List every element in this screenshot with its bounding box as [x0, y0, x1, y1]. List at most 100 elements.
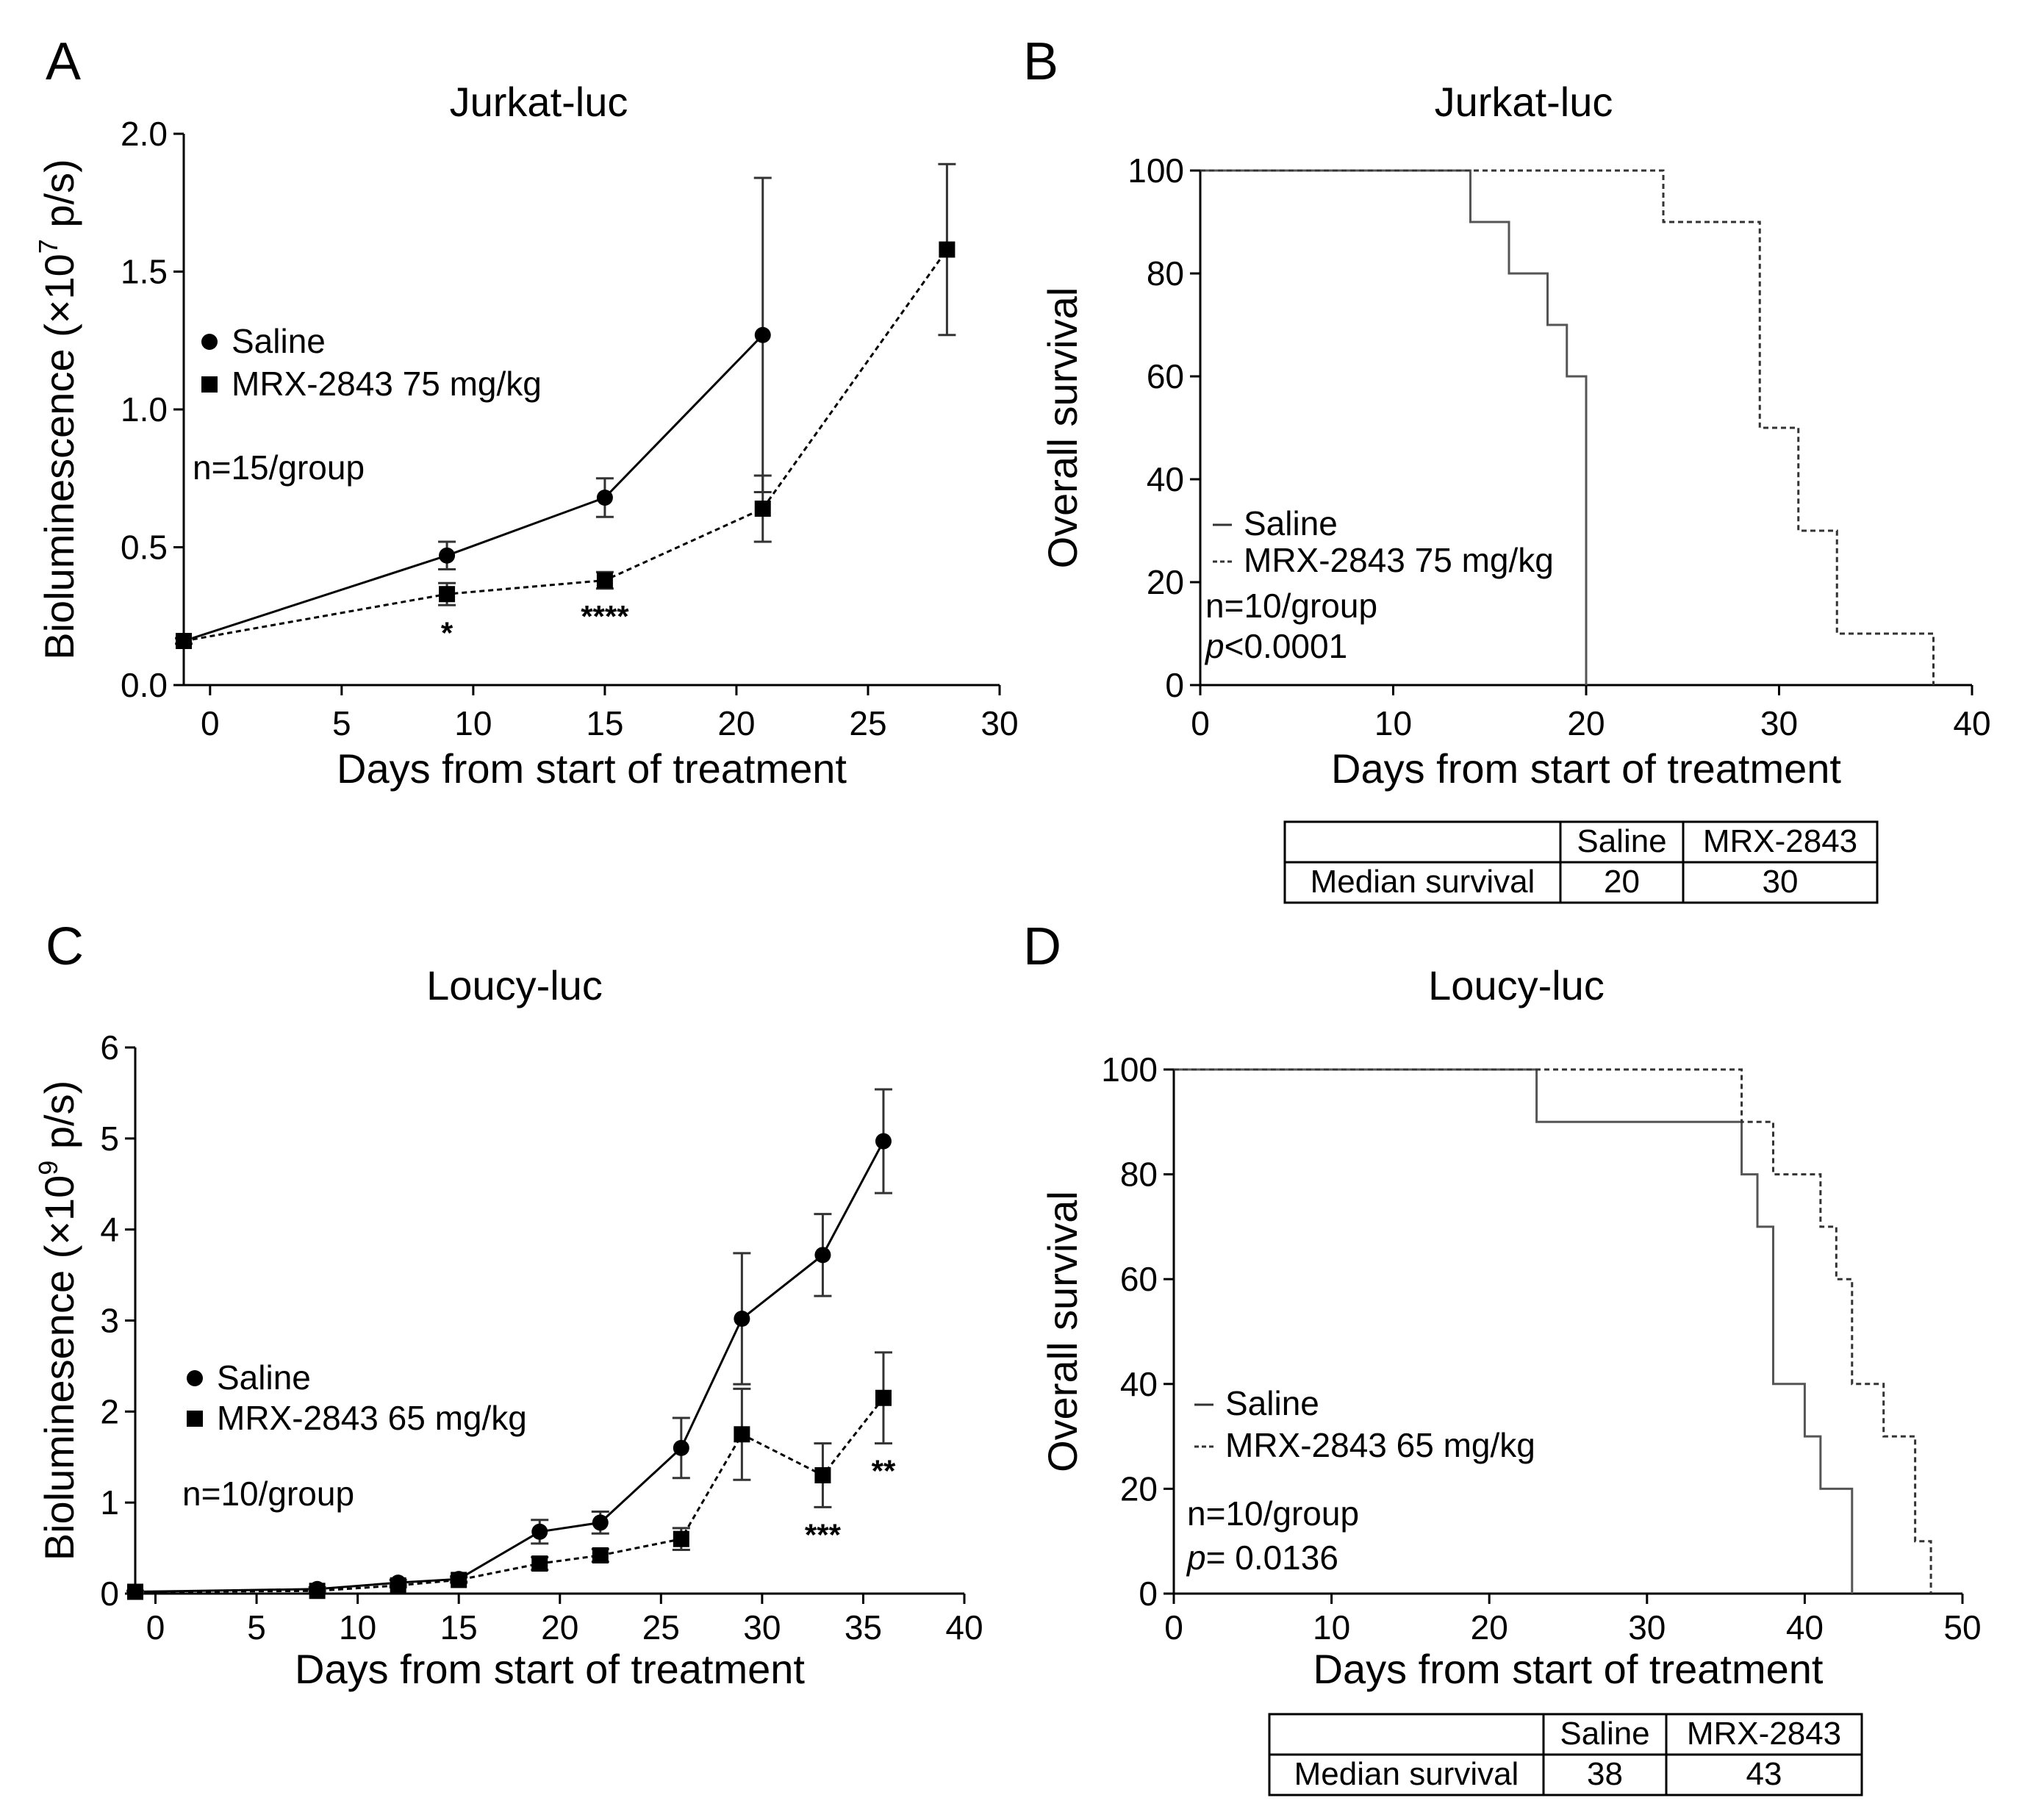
- x-tick-label: 0: [1191, 704, 1210, 742]
- sample-size-note: n=10/group: [182, 1475, 354, 1513]
- y-tick-label: 1: [100, 1483, 119, 1522]
- table-row-label: Median survival: [1294, 1756, 1519, 1792]
- y-tick-label: 0: [100, 1574, 119, 1613]
- significance-marker: ***: [805, 1517, 842, 1552]
- y-tick-label: 2.0: [121, 115, 168, 153]
- series-line-mrx2843: [183, 248, 948, 642]
- series-line-saline: [183, 334, 764, 642]
- data-point-mrx2843: [439, 586, 456, 603]
- data-point-saline: [814, 1247, 831, 1264]
- table-value-saline: 20: [1604, 864, 1640, 900]
- y-axis-label-suffix: p/s): [36, 159, 82, 239]
- table-header-mrx2843: MRX-2843: [1687, 1716, 1841, 1752]
- legend-label: Saline: [217, 1358, 311, 1397]
- data-point-saline: [754, 326, 771, 343]
- y-axis-label-prefix: Bioluminesence (×10: [36, 1175, 82, 1561]
- x-tick-label: 30: [743, 1608, 781, 1647]
- table-value-mrx2843: 30: [1763, 864, 1799, 900]
- y-tick-label: 1.0: [121, 390, 168, 429]
- x-axis-label: Days from start of treatment: [295, 1646, 805, 1692]
- x-tick-label: 10: [1374, 704, 1412, 742]
- data-point-saline: [596, 490, 613, 506]
- y-tick-label: 20: [1147, 563, 1184, 601]
- data-point-mrx2843: [734, 1426, 750, 1443]
- data-point-mrx2843: [592, 1547, 609, 1563]
- y-tick-label: 40: [1147, 460, 1184, 498]
- x-tick-label: 50: [1943, 1608, 1981, 1647]
- survival-line-mrx2843: [1200, 169, 1935, 685]
- data-point-saline: [673, 1439, 689, 1456]
- y-axis-label-exponent: 7: [33, 239, 63, 254]
- chart-title: Jurkat-luc: [1435, 79, 1613, 125]
- panel-letter: C: [46, 917, 84, 976]
- x-tick-label: 30: [1760, 704, 1798, 742]
- x-tick-label: 30: [980, 704, 1018, 742]
- legend-label: MRX-2843 65 mg/kg: [1225, 1426, 1535, 1464]
- table-value-saline: 38: [1587, 1756, 1623, 1792]
- chart-title: Jurkat-luc: [450, 79, 628, 125]
- x-axis-label: Days from start of treatment: [337, 745, 847, 792]
- p-value-text: <0.0001: [1225, 627, 1348, 665]
- y-axis-label-exponent: 9: [33, 1161, 63, 1175]
- x-tick-label: 0: [1164, 1608, 1183, 1647]
- y-tick-label: 60: [1120, 1260, 1158, 1298]
- data-point-saline: [439, 547, 456, 564]
- y-axis-label: Overall survival: [1039, 1191, 1086, 1472]
- data-point-mrx2843: [596, 572, 613, 589]
- chart-panel-A: A Jurkat-luc 0 5 10 15 20 25 30 0.0 0.5 1.0 1.5 2.0 Da…: [33, 32, 1019, 792]
- x-tick-label: 15: [440, 1608, 478, 1647]
- x-axis-label: Days from start of treatment: [1331, 745, 1841, 792]
- y-tick-label: 6: [100, 1028, 119, 1067]
- data-point-mrx2843: [531, 1555, 548, 1572]
- median-survival-table: Saline MRX-2843 Median survival 38 43: [1268, 1713, 1863, 1796]
- legend-marker-square: [187, 1411, 203, 1427]
- x-tick-label: 5: [332, 704, 351, 742]
- y-tick-label: 3: [100, 1302, 119, 1340]
- x-tick-label: 15: [586, 704, 623, 742]
- y-axis-label: Bioluminesence (×109 p/s): [33, 1081, 82, 1561]
- table-value-mrx2843: 43: [1746, 1756, 1782, 1792]
- x-tick-label: 25: [849, 704, 886, 742]
- x-tick-label: 35: [845, 1608, 882, 1647]
- x-axis-label: Days from start of treatment: [1313, 1646, 1824, 1692]
- x-tick-label: 20: [541, 1608, 578, 1647]
- survival-line-saline: [1174, 1068, 1854, 1594]
- legend-label: MRX-2843 65 mg/kg: [217, 1399, 527, 1437]
- significance-marker: ****: [581, 599, 629, 634]
- y-tick-label: 60: [1147, 357, 1184, 395]
- y-tick-label: 0: [1139, 1574, 1158, 1613]
- data-point-mrx2843: [451, 1572, 467, 1588]
- legend-label: MRX-2843 75 mg/kg: [232, 365, 542, 403]
- data-point-mrx2843: [390, 1577, 406, 1594]
- x-tick-label: 40: [1953, 704, 1990, 742]
- p-value-label: p: [1186, 1538, 1206, 1577]
- data-point-mrx2843: [127, 1583, 143, 1600]
- series-line-saline: [135, 1140, 885, 1594]
- y-tick-label: 20: [1120, 1469, 1158, 1508]
- x-tick-label: 20: [1567, 704, 1605, 742]
- legend-label: MRX-2843 75 mg/kg: [1244, 541, 1554, 579]
- y-axis-label-prefix: Bioluminescence (×10: [36, 254, 82, 660]
- data-point-mrx2843: [939, 241, 956, 258]
- x-tick-label: 0: [201, 704, 220, 742]
- y-tick-label: 2: [100, 1392, 119, 1430]
- x-tick-label: 10: [454, 704, 492, 742]
- x-tick-label: 25: [642, 1608, 680, 1647]
- y-tick-label: 80: [1147, 254, 1184, 293]
- data-point-mrx2843: [814, 1467, 831, 1484]
- panel-letter: A: [46, 32, 81, 91]
- sample-size-note: n=15/group: [193, 448, 365, 487]
- legend-label: Saline: [1244, 504, 1338, 542]
- median-survival-table: Saline MRX-2843 Median survival 20 30: [1283, 820, 1879, 904]
- data-point-saline: [875, 1133, 892, 1150]
- x-tick-label: 10: [1313, 1608, 1350, 1647]
- legend-label: Saline: [232, 322, 326, 360]
- data-point-saline: [592, 1514, 609, 1531]
- chart-panel-C: C Loucy-luc 0 5 10 15 20 25 30 35 40 0 1 2 3 4 5 6 Days fr…: [33, 917, 983, 1692]
- x-tick-label: 40: [1786, 1608, 1824, 1647]
- p-value-text: = 0.0136: [1206, 1538, 1338, 1577]
- y-tick-label: 100: [1127, 151, 1184, 190]
- p-value: p= 0.0136: [1186, 1538, 1338, 1577]
- y-tick-label: 1.5: [121, 253, 168, 291]
